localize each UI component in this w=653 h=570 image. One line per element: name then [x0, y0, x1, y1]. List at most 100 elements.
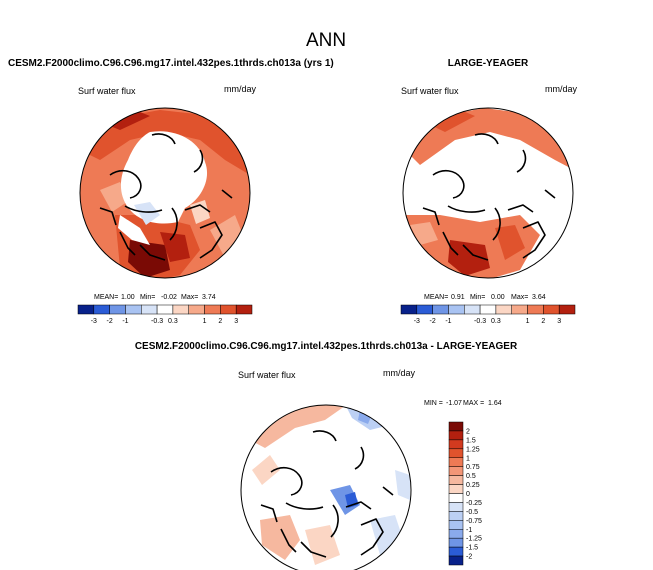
test-colorbar-tick-label: 2 — [218, 318, 222, 325]
test-panel-title: CESM2.F2000climo.C96.C96.mg17.intel.432p… — [8, 58, 334, 69]
test-colorbar-swatch — [141, 304, 158, 315]
svg-text:MEAN=: MEAN= — [424, 294, 448, 301]
svg-text:-1.07: -1.07 — [446, 400, 462, 407]
difference-colorbar-tick-label: -1.25 — [466, 536, 482, 543]
reference-colorbar-tick-label: 1 — [526, 318, 530, 325]
test-colorbar-tick-label: -2 — [107, 318, 113, 325]
reference-colorbar-tick-label: -3 — [414, 318, 420, 325]
difference-colorbar-swatch — [448, 520, 464, 530]
difference-colorbar: 2 1.5 1.25 1 0.75 0.5 0.25 0 -0.25 -0.5 -0.75 -1 -1.… — [448, 421, 482, 566]
difference-colorbar-swatch — [448, 448, 464, 458]
test-colorbar-swatch — [204, 304, 221, 315]
reference-colorbar-swatch — [464, 304, 481, 315]
svg-text:1.00: 1.00 — [121, 294, 135, 301]
difference-colorbar-tick-label: 0 — [466, 491, 470, 498]
svg-text:0.00: 0.00 — [491, 294, 505, 301]
difference-colorbar-swatch — [448, 439, 464, 450]
reference-colorbar-swatch — [432, 304, 449, 315]
test-stats: MEAN= 1.00 Min= -0.02 Max= 3.74 — [94, 294, 216, 301]
test-colorbar-swatch — [125, 304, 142, 315]
svg-text:Min=: Min= — [470, 294, 485, 301]
difference-colorbar-tick-label: 0.75 — [466, 464, 480, 471]
difference-colorbar-swatch — [448, 511, 464, 521]
test-variable-label: Surf water flux — [78, 86, 136, 96]
test-colorbar-tick-label: 3 — [234, 318, 238, 325]
difference-colorbar-swatch — [448, 529, 464, 539]
svg-text:Max=: Max= — [181, 294, 198, 301]
test-colorbar-tick-label: 1 — [203, 318, 207, 325]
reference-colorbar-swatch — [448, 304, 465, 315]
svg-text:Min=: Min= — [140, 294, 155, 301]
difference-colorbar-tick-label: -0.5 — [466, 509, 478, 516]
reference-colorbar-swatch — [558, 304, 576, 315]
test-colorbar-swatch — [109, 304, 126, 315]
test-colorbar-swatch — [156, 304, 174, 315]
test-colorbar-tick-label: 0.3 — [168, 318, 178, 325]
reference-colorbar-tick-label: 3 — [557, 318, 561, 325]
test-colorbar-swatch — [172, 304, 189, 315]
difference-colorbar-tick-label: 2 — [466, 428, 470, 435]
reference-map — [402, 107, 574, 279]
difference-colorbar-tick-label: -1 — [466, 527, 472, 534]
test-colorbar-tick-label: -3 — [91, 318, 97, 325]
difference-colorbar-swatch — [448, 493, 464, 503]
svg-text:MEAN=: MEAN= — [94, 294, 118, 301]
difference-stats: MIN = -1.07 MAX = 1.64 — [424, 400, 502, 407]
svg-text:MIN =: MIN = — [424, 400, 443, 407]
difference-colorbar-swatch — [448, 537, 464, 548]
svg-text:3.64: 3.64 — [532, 294, 546, 301]
test-colorbar-swatch — [235, 304, 253, 315]
test-colorbar-swatch — [93, 304, 110, 315]
reference-colorbar-swatch — [511, 304, 528, 315]
difference-colorbar-tick-label: 0.5 — [466, 473, 476, 480]
test-colorbar-swatch — [220, 304, 237, 315]
reference-variable-label: Surf water flux — [401, 86, 459, 96]
reference-colorbar-tick-label: 0.3 — [491, 318, 501, 325]
svg-text:MAX =: MAX = — [463, 400, 484, 407]
reference-colorbar-tick-label: -0.3 — [474, 318, 486, 325]
reference-units-label: mm/day — [545, 84, 578, 94]
difference-colorbar-tick-label: 1.5 — [466, 437, 476, 444]
reference-colorbar-swatch — [527, 304, 544, 315]
difference-colorbar-swatch — [448, 421, 464, 432]
reference-colorbar-swatch — [416, 304, 433, 315]
test-colorbar: -3 -2 -1 -0.3 0.3 1 2 3 — [77, 304, 253, 325]
test-colorbar-swatch — [188, 304, 205, 315]
difference-map — [240, 404, 412, 570]
svg-text:-0.02: -0.02 — [161, 294, 177, 301]
reference-colorbar-tick-label: -2 — [430, 318, 436, 325]
difference-colorbar-tick-label: -1.5 — [466, 545, 478, 552]
reference-colorbar-swatch — [479, 304, 497, 315]
difference-colorbar-tick-label: -0.25 — [466, 500, 482, 507]
test-colorbar-tick-label: -1 — [122, 318, 128, 325]
difference-variable-label: Surf water flux — [238, 370, 296, 380]
difference-panel-title: CESM2.F2000climo.C96.C96.mg17.intel.432p… — [135, 341, 518, 352]
difference-units-label: mm/day — [383, 368, 416, 378]
reference-colorbar-tick-label: 2 — [541, 318, 545, 325]
reference-colorbar-swatch — [543, 304, 560, 315]
difference-colorbar-swatch — [448, 484, 464, 494]
difference-colorbar-tick-label: 1.25 — [466, 446, 480, 453]
reference-stats: MEAN= 0.91 Min= 0.00 Max= 3.64 — [424, 294, 546, 301]
svg-text:Max=: Max= — [511, 294, 528, 301]
svg-text:3.74: 3.74 — [202, 294, 216, 301]
test-colorbar-tick-label: -0.3 — [151, 318, 163, 325]
difference-colorbar-swatch — [448, 475, 464, 485]
reference-colorbar-swatch — [400, 304, 418, 315]
reference-colorbar-tick-label: -1 — [445, 318, 451, 325]
difference-colorbar-swatch — [448, 502, 464, 512]
test-colorbar-swatch — [77, 304, 95, 315]
figure-title: ANN — [306, 30, 346, 51]
difference-colorbar-tick-label: 1 — [466, 455, 470, 462]
reference-colorbar: -3 -2 -1 -0.3 0.3 1 2 3 — [400, 304, 576, 325]
difference-colorbar-swatch — [448, 555, 464, 566]
test-map — [79, 107, 251, 279]
difference-colorbar-tick-label: -0.75 — [466, 518, 482, 525]
difference-colorbar-swatch — [448, 430, 464, 441]
difference-colorbar-tick-label: -2 — [466, 554, 472, 561]
reference-colorbar-swatch — [495, 304, 512, 315]
test-units-label: mm/day — [224, 84, 257, 94]
difference-colorbar-swatch — [448, 546, 464, 557]
reference-panel-title: LARGE-YEAGER — [448, 58, 529, 69]
